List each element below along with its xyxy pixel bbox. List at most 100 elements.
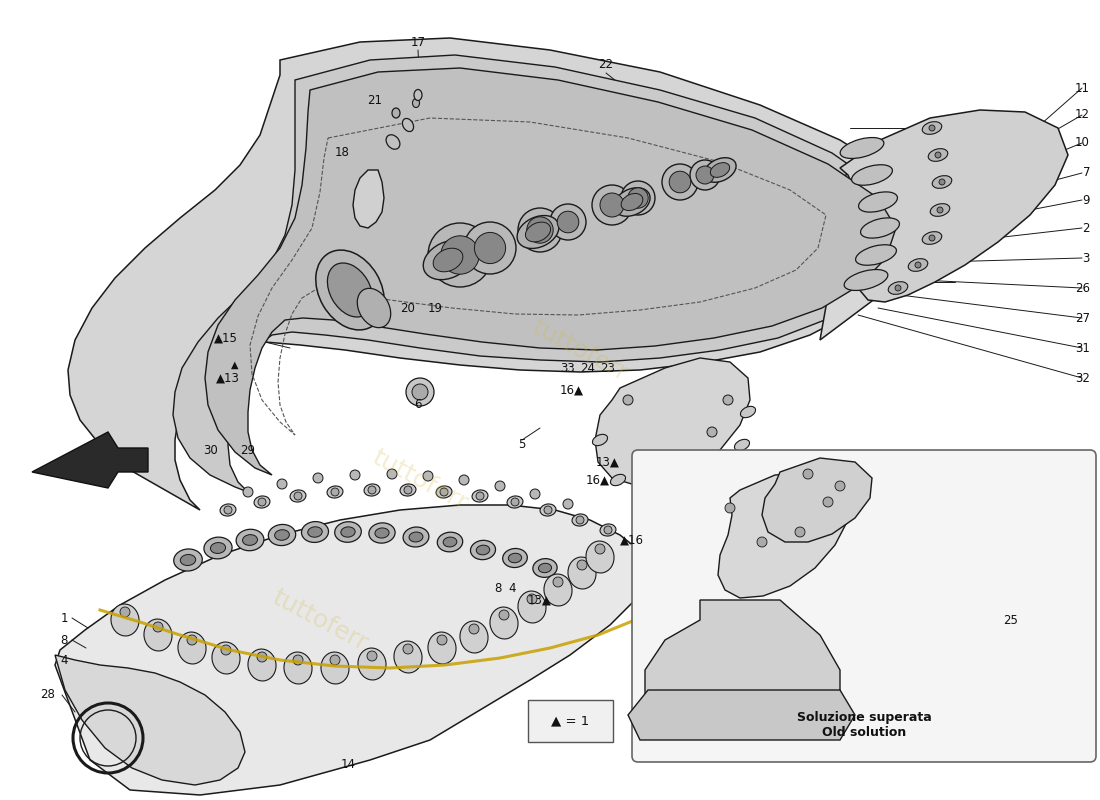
Ellipse shape bbox=[888, 282, 907, 294]
Circle shape bbox=[662, 164, 698, 200]
Ellipse shape bbox=[517, 215, 559, 249]
Ellipse shape bbox=[254, 496, 270, 508]
Ellipse shape bbox=[321, 652, 349, 684]
Ellipse shape bbox=[858, 192, 898, 212]
Text: 31: 31 bbox=[1075, 342, 1090, 354]
Text: 17: 17 bbox=[410, 35, 426, 49]
Text: 11: 11 bbox=[1075, 82, 1090, 94]
Ellipse shape bbox=[308, 526, 322, 538]
Circle shape bbox=[476, 492, 484, 500]
Ellipse shape bbox=[471, 540, 495, 560]
Ellipse shape bbox=[928, 149, 948, 162]
Text: 4: 4 bbox=[508, 582, 516, 594]
Text: tuttoferr: tuttoferr bbox=[368, 445, 472, 515]
Circle shape bbox=[707, 427, 717, 437]
Text: 18: 18 bbox=[336, 146, 350, 158]
Ellipse shape bbox=[174, 549, 202, 571]
Ellipse shape bbox=[507, 496, 522, 508]
Ellipse shape bbox=[572, 514, 588, 526]
Text: 33: 33 bbox=[561, 362, 575, 374]
Ellipse shape bbox=[568, 557, 596, 589]
Ellipse shape bbox=[316, 250, 384, 330]
Circle shape bbox=[723, 395, 733, 405]
Circle shape bbox=[412, 384, 428, 400]
Ellipse shape bbox=[144, 619, 172, 651]
Ellipse shape bbox=[268, 525, 296, 546]
Text: ▲13: ▲13 bbox=[216, 371, 240, 385]
Circle shape bbox=[669, 171, 691, 193]
Ellipse shape bbox=[328, 263, 373, 317]
Ellipse shape bbox=[424, 240, 473, 280]
Text: 20: 20 bbox=[400, 302, 416, 314]
Ellipse shape bbox=[394, 641, 422, 673]
Circle shape bbox=[935, 152, 940, 158]
Text: 22: 22 bbox=[598, 58, 614, 71]
Ellipse shape bbox=[931, 204, 949, 216]
Circle shape bbox=[403, 644, 412, 654]
Polygon shape bbox=[645, 600, 840, 710]
Circle shape bbox=[915, 262, 921, 268]
Text: 10: 10 bbox=[1075, 137, 1090, 150]
Text: 1: 1 bbox=[60, 611, 68, 625]
Ellipse shape bbox=[610, 474, 626, 486]
Circle shape bbox=[499, 610, 509, 620]
Circle shape bbox=[690, 160, 721, 190]
Circle shape bbox=[464, 222, 516, 274]
Circle shape bbox=[930, 235, 935, 241]
Ellipse shape bbox=[922, 232, 942, 244]
Ellipse shape bbox=[909, 258, 927, 271]
Circle shape bbox=[527, 217, 553, 243]
Text: Soluzione superata: Soluzione superata bbox=[796, 711, 932, 725]
Text: ▲: ▲ bbox=[231, 360, 238, 370]
Circle shape bbox=[576, 516, 584, 524]
Circle shape bbox=[795, 527, 805, 537]
Text: 8: 8 bbox=[60, 634, 68, 646]
Circle shape bbox=[495, 481, 505, 491]
Ellipse shape bbox=[735, 439, 749, 450]
Ellipse shape bbox=[621, 194, 642, 210]
Circle shape bbox=[437, 635, 447, 645]
Circle shape bbox=[474, 232, 506, 264]
Ellipse shape bbox=[428, 632, 456, 664]
Text: 4: 4 bbox=[60, 654, 68, 666]
Ellipse shape bbox=[711, 162, 729, 178]
Polygon shape bbox=[205, 68, 896, 475]
Ellipse shape bbox=[364, 484, 380, 496]
Text: 16▲: 16▲ bbox=[560, 383, 584, 397]
Ellipse shape bbox=[642, 484, 658, 496]
Circle shape bbox=[835, 481, 845, 491]
Circle shape bbox=[595, 544, 605, 554]
Circle shape bbox=[696, 166, 714, 184]
Circle shape bbox=[550, 204, 586, 240]
Ellipse shape bbox=[704, 158, 736, 182]
Ellipse shape bbox=[236, 530, 264, 550]
Polygon shape bbox=[55, 505, 650, 795]
Text: 13▲: 13▲ bbox=[528, 594, 552, 606]
Circle shape bbox=[404, 486, 412, 494]
Text: 21: 21 bbox=[367, 94, 382, 106]
Circle shape bbox=[120, 607, 130, 617]
Ellipse shape bbox=[518, 591, 546, 623]
Circle shape bbox=[558, 211, 579, 233]
Circle shape bbox=[440, 488, 448, 496]
Ellipse shape bbox=[358, 648, 386, 680]
Circle shape bbox=[406, 378, 434, 406]
Text: Old solution: Old solution bbox=[822, 726, 906, 738]
FancyBboxPatch shape bbox=[528, 700, 613, 742]
Ellipse shape bbox=[284, 652, 312, 684]
Ellipse shape bbox=[856, 245, 896, 266]
Ellipse shape bbox=[327, 486, 343, 498]
Ellipse shape bbox=[740, 406, 756, 418]
Circle shape bbox=[553, 577, 563, 587]
Circle shape bbox=[628, 188, 648, 208]
Ellipse shape bbox=[242, 534, 257, 546]
Text: 3: 3 bbox=[1082, 251, 1090, 265]
Circle shape bbox=[895, 285, 901, 291]
Circle shape bbox=[939, 179, 945, 185]
Circle shape bbox=[277, 479, 287, 489]
Text: 12: 12 bbox=[1075, 109, 1090, 122]
Text: 27: 27 bbox=[1075, 311, 1090, 325]
Ellipse shape bbox=[460, 621, 488, 653]
Circle shape bbox=[623, 395, 632, 405]
Ellipse shape bbox=[713, 466, 727, 478]
